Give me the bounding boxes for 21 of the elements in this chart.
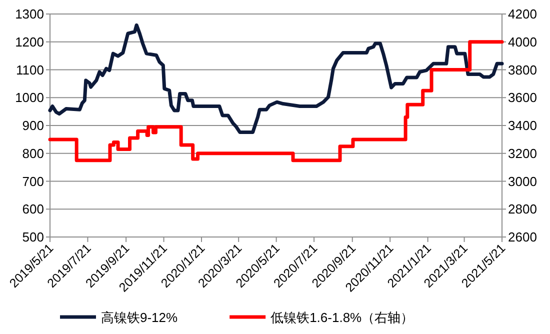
y2-tick-label: 3000 — [508, 174, 537, 189]
y-tick-label: 1100 — [16, 62, 44, 78]
y2-tick-label: 3200 — [508, 146, 537, 161]
legend-label: 高镍铁9-12% — [101, 310, 178, 325]
y2-tick-label: 4200 — [508, 6, 537, 22]
legend-label: 低镍铁1.6-1.8%（右轴） — [270, 310, 414, 325]
y2-tick-label: 4000 — [508, 34, 537, 50]
y-tick-label: 1300 — [15, 6, 44, 22]
y-tick-label: 600 — [22, 202, 44, 217]
y-tick-label: 500 — [22, 230, 44, 244]
y2-tick-label: 3800 — [508, 62, 537, 78]
y2-tick-label: 3400 — [508, 118, 537, 133]
y-tick-label: 800 — [22, 146, 44, 161]
y-tick-label: 1200 — [15, 34, 44, 50]
line-series — [48, 23, 504, 134]
y2-tick-label: 2800 — [508, 202, 537, 217]
y-tick-label: 700 — [22, 174, 44, 189]
y2-tick-label: 2600 — [508, 230, 537, 244]
y-tick-label: 900 — [22, 118, 44, 133]
y2-tick-label: 3600 — [508, 90, 537, 106]
y-tick-label: 1000 — [15, 90, 44, 106]
